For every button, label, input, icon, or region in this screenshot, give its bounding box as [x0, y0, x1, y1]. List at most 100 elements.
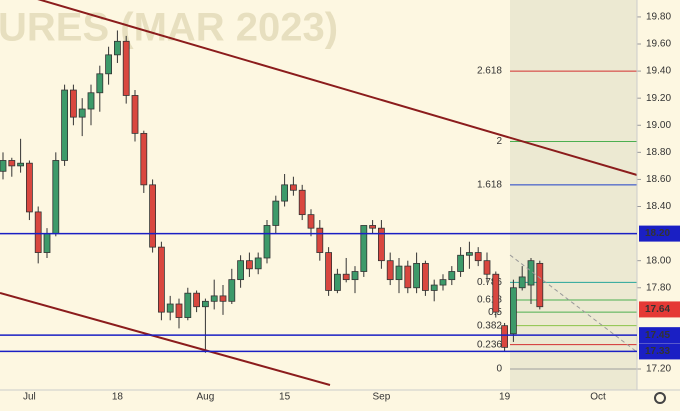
candle-body [193, 292, 201, 308]
candle-body [474, 252, 482, 262]
candle-body [87, 92, 95, 110]
price-tag-label: 17.45 [645, 330, 670, 341]
x-tick-label: 15 [279, 392, 291, 403]
candle-body [492, 273, 500, 313]
candle-body [395, 265, 403, 281]
candle-body [184, 292, 192, 318]
x-tick-label: Oct [590, 392, 606, 403]
candle-body [0, 160, 7, 172]
candle-body [377, 227, 385, 262]
candle-body [34, 211, 42, 253]
candle-body [228, 279, 236, 302]
y-tick-label: 19.60 [646, 39, 671, 50]
candle-body [404, 265, 412, 289]
candle-body [175, 303, 183, 318]
candle-body [351, 271, 359, 281]
y-tick-label: 18.80 [646, 147, 671, 158]
fib-label: 0.786 [477, 277, 502, 288]
candle-body [61, 89, 68, 161]
y-tick-label: 18.60 [646, 174, 671, 185]
candle-body [448, 271, 456, 281]
price-tag-label: 17.64 [645, 304, 670, 315]
candle-body [421, 262, 429, 291]
trend-line [0, 292, 331, 386]
x-tick-label: Aug [197, 392, 215, 403]
candle-body [254, 257, 262, 270]
watermark: URES (MAR 2023) [0, 6, 338, 50]
y-tick-label: 18.40 [646, 201, 671, 212]
candle-body [17, 162, 25, 167]
y-tick-label: 17.20 [646, 364, 671, 375]
candle-body [263, 225, 271, 259]
candle-body [237, 260, 245, 281]
y-tick-label: 19.00 [646, 120, 671, 131]
candle-body [430, 284, 438, 291]
candle-body [52, 160, 60, 234]
settings-icon[interactable] [654, 392, 666, 404]
price-tag-label: 18.20 [645, 228, 670, 239]
candle-body [245, 260, 253, 270]
candle-body [457, 254, 465, 272]
candle-body [465, 252, 473, 256]
trend-line [37, 0, 638, 176]
candle-body [316, 227, 324, 253]
candle-body [369, 225, 377, 229]
candle-body [298, 189, 306, 216]
x-tick-label: 19 [499, 392, 511, 403]
x-tick-label: Jul [23, 392, 36, 403]
x-tick-label: 18 [112, 392, 124, 403]
candle-body [122, 40, 130, 96]
candle-body [43, 233, 51, 253]
candle-body [140, 132, 148, 186]
x-tick-label: Sep [373, 392, 391, 403]
candle-body [483, 260, 491, 275]
fib-zone [510, 0, 637, 390]
candle-body [105, 54, 112, 75]
candle-body [281, 184, 289, 202]
y-tick-label: 19.40 [646, 66, 671, 77]
candle-body [325, 252, 333, 291]
fib-label: 0.382 [477, 320, 502, 331]
candle-body [149, 184, 157, 248]
fib-label: 1.618 [477, 179, 502, 190]
fib-label: 0 [496, 364, 502, 375]
fib-label: 2.618 [477, 66, 502, 77]
candle-body [96, 73, 104, 94]
fib-label: 2 [496, 136, 502, 147]
candle-body [360, 225, 368, 272]
fib-label: 0.618 [477, 295, 502, 306]
price-tag [639, 343, 680, 360]
price-tag-label: 17.33 [645, 346, 670, 357]
candle-body [518, 276, 526, 289]
candle-body [70, 89, 77, 118]
candle-body [219, 295, 227, 302]
price-tag [639, 327, 680, 344]
candle-body [289, 184, 297, 191]
candle-body [166, 303, 174, 313]
candle-body [439, 279, 447, 286]
candle-body [25, 162, 33, 213]
candle-body [509, 287, 517, 335]
price-tag [639, 301, 680, 318]
candle-body [131, 95, 139, 134]
fib-label: 0.236 [477, 339, 502, 350]
candle-body [201, 300, 209, 308]
candle-body [386, 260, 394, 281]
candle-body [78, 108, 86, 118]
candle-body [157, 246, 165, 313]
candle-body [413, 262, 421, 289]
candle-body [210, 295, 218, 302]
candle-body [272, 200, 280, 226]
candle-body [501, 325, 509, 348]
price-tag [639, 225, 680, 242]
candle-body [114, 40, 121, 56]
candle-body [333, 273, 341, 291]
candle-body [342, 273, 350, 281]
candle-body [307, 214, 315, 229]
y-tick-label: 18.00 [646, 255, 671, 266]
candle-body [8, 160, 16, 167]
y-tick-label: 19.20 [646, 93, 671, 104]
y-tick-label: 19.80 [646, 12, 671, 23]
candle-body [536, 262, 544, 308]
